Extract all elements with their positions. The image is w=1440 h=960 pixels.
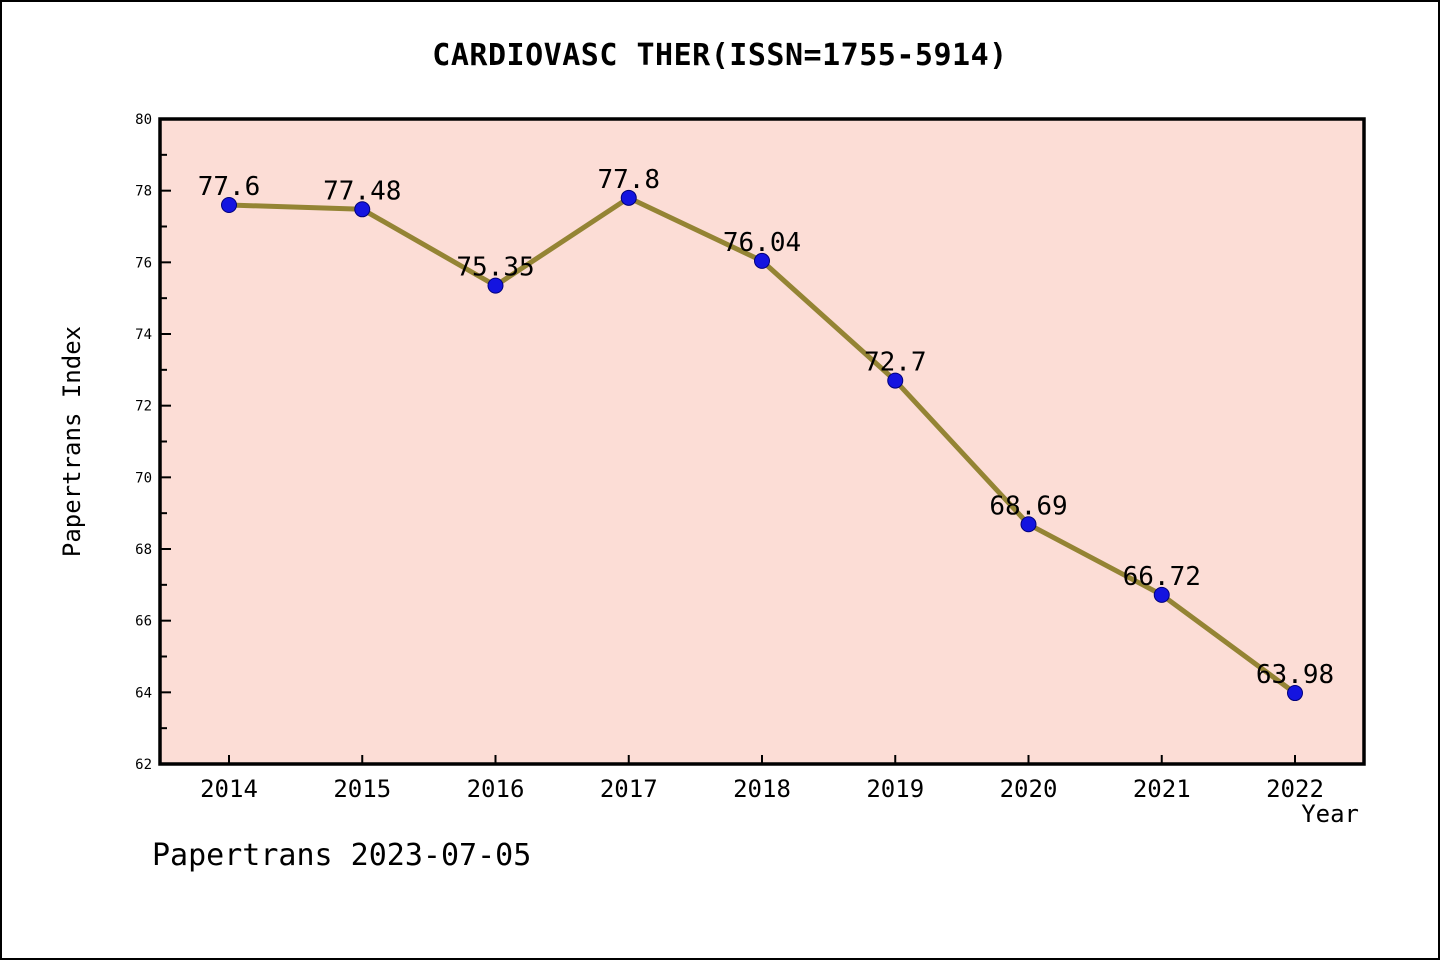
y-axis-tick-label: 68 [135,542,152,558]
y-axis-tick-label: 76 [135,255,152,271]
y-axis-tick-label: 62 [135,757,152,773]
data-point-marker [620,189,637,206]
data-point-label: 77.6 [198,172,261,202]
y-axis-tick-label: 74 [135,327,152,343]
data-point-marker [221,197,237,213]
x-axis-tick-label: 2021 [1133,775,1191,803]
plot-area [158,117,1366,766]
x-axis-tick-label: 2019 [866,775,924,803]
x-axis-title: Year [1301,800,1359,828]
y-axis-tick-label: 80 [135,112,152,128]
y-axis-title: Papertrans Index [58,326,86,557]
data-point-marker [887,372,904,389]
data-point-label: 66.72 [1123,562,1201,592]
data-point-marker [754,252,770,269]
y-axis-tick-label: 78 [135,184,152,200]
data-point-label: 68.69 [989,491,1067,521]
data-point-label: 63.98 [1256,660,1334,690]
data-point-marker [1153,586,1170,603]
x-axis-tick-label: 2022 [1266,775,1324,803]
chart-title: CARDIOVASC THER(ISSN=1755-5914) [432,38,1008,73]
x-axis-tick-label: 2018 [733,775,791,803]
data-point-label: 76.04 [723,228,801,258]
y-axis-tick-label: 64 [135,685,152,701]
x-axis-tick-label: 2017 [600,775,658,803]
data-point-label: 75.35 [456,253,534,283]
y-axis-tick-label: 72 [135,399,152,415]
x-axis-tick-label: 2016 [467,775,525,803]
data-point-label: 77.48 [323,176,401,206]
data-point-marker [1287,685,1303,702]
y-axis-tick-label: 70 [135,470,152,486]
x-axis-tick-label: 2014 [200,775,258,803]
data-point-label: 72.7 [864,348,927,378]
x-axis-tick-label: 2015 [333,775,391,803]
x-axis-tick-label: 2020 [1000,775,1058,803]
y-axis-tick-label: 66 [135,614,152,630]
data-point-label: 77.8 [597,165,660,195]
data-point-marker [1020,516,1037,533]
watermark-text: Papertrans 2023-07-05 [152,838,532,873]
data-point-marker [487,277,504,294]
data-point-marker [354,201,371,218]
